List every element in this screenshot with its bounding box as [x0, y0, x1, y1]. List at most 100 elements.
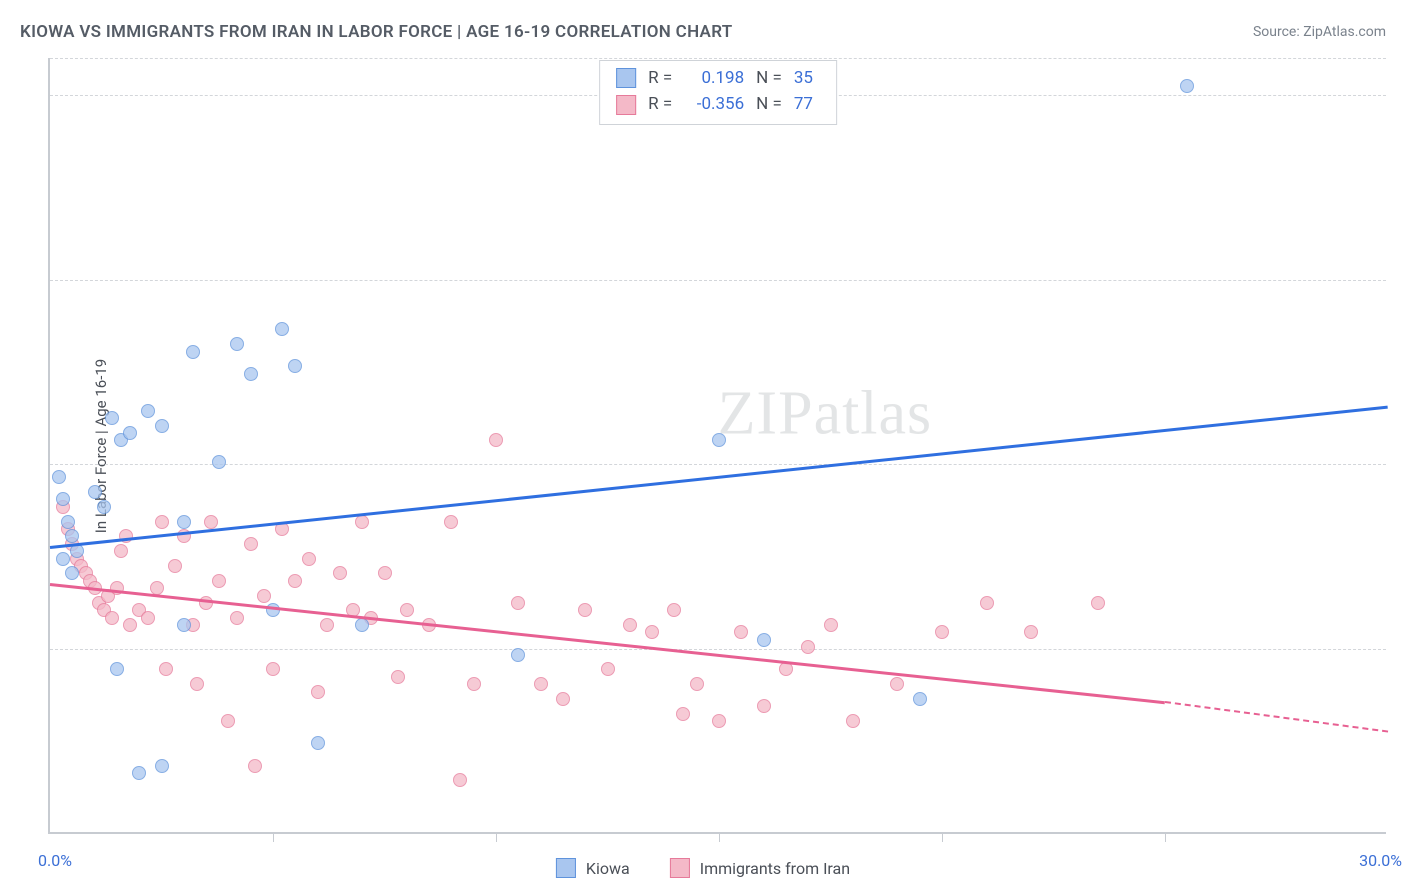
r-value: 0.198	[684, 65, 744, 91]
scatter-point-iran	[221, 714, 235, 728]
scatter-point-iran	[645, 625, 659, 639]
r-value: -0.356	[684, 91, 744, 117]
x-tick	[942, 832, 943, 842]
legend-item-kiowa: Kiowa	[556, 858, 630, 878]
scatter-point-iran	[266, 662, 280, 676]
scatter-point-kiowa	[275, 322, 289, 336]
r-label: R =	[648, 91, 672, 117]
scatter-point-iran	[980, 596, 994, 610]
scatter-point-kiowa	[132, 766, 146, 780]
scatter-point-kiowa	[1180, 79, 1194, 93]
gridline	[50, 649, 1386, 650]
scatter-point-iran	[114, 544, 128, 558]
scatter-point-kiowa	[65, 566, 79, 580]
source-attribution: Source: ZipAtlas.com	[1253, 24, 1386, 40]
scatter-point-iran	[400, 603, 414, 617]
n-value: 35	[794, 65, 820, 91]
scatter-point-iran	[378, 566, 392, 580]
scatter-point-iran	[123, 618, 137, 632]
scatter-point-kiowa	[244, 367, 258, 381]
n-label: N =	[756, 65, 782, 91]
scatter-point-iran	[444, 515, 458, 529]
scatter-point-kiowa	[212, 455, 226, 469]
scatter-point-kiowa	[186, 345, 200, 359]
scatter-point-iran	[391, 670, 405, 684]
scatter-point-kiowa	[141, 404, 155, 418]
scatter-point-iran	[257, 589, 271, 603]
y-tick-label: 75.0%	[1394, 270, 1406, 289]
scatter-point-iran	[288, 574, 302, 588]
legend-label-iran: Immigrants from Iran	[700, 859, 850, 878]
scatter-point-iran	[467, 677, 481, 691]
x-tick	[719, 832, 720, 842]
scatter-point-iran	[511, 596, 525, 610]
r-label: R =	[648, 65, 672, 91]
scatter-point-kiowa	[177, 515, 191, 529]
legend-label-kiowa: Kiowa	[586, 859, 630, 878]
scatter-point-iran	[159, 662, 173, 676]
scatter-point-kiowa	[511, 648, 525, 662]
title-bar: KIOWA VS IMMIGRANTS FROM IRAN IN LABOR F…	[20, 18, 1386, 46]
scatter-point-kiowa	[65, 529, 79, 543]
scatter-point-iran	[534, 677, 548, 691]
scatter-point-iran	[302, 552, 316, 566]
scatter-point-kiowa	[230, 337, 244, 351]
scatter-point-iran	[168, 559, 182, 573]
scatter-point-iran	[801, 640, 815, 654]
legend-swatch-iran	[670, 858, 690, 878]
scatter-point-kiowa	[177, 618, 191, 632]
scatter-point-iran	[578, 603, 592, 617]
scatter-point-iran	[734, 625, 748, 639]
x-tick	[273, 832, 274, 842]
scatter-point-kiowa	[56, 552, 70, 566]
scatter-point-iran	[601, 662, 615, 676]
legend-swatch-kiowa	[556, 858, 576, 878]
x-tick-label: 0.0%	[38, 851, 72, 870]
y-tick-label: 25.0%	[1394, 640, 1406, 659]
scatter-point-iran	[212, 574, 226, 588]
scatter-point-kiowa	[155, 419, 169, 433]
chart-title: KIOWA VS IMMIGRANTS FROM IRAN IN LABOR F…	[20, 22, 733, 42]
plot-area: ZIPatlas 25.0%50.0%75.0%100.0%0.0%30.0%R…	[48, 58, 1386, 834]
x-tick-label: 30.0%	[1359, 851, 1402, 870]
chart-container: KIOWA VS IMMIGRANTS FROM IRAN IN LABOR F…	[0, 0, 1406, 892]
scatter-point-kiowa	[88, 485, 102, 499]
scatter-point-iran	[105, 611, 119, 625]
y-tick-label: 50.0%	[1394, 455, 1406, 474]
scatter-point-kiowa	[52, 470, 66, 484]
x-tick	[1165, 832, 1166, 842]
trend-line	[50, 583, 1165, 704]
scatter-point-iran	[824, 618, 838, 632]
scatter-point-iran	[556, 692, 570, 706]
scatter-point-iran	[190, 677, 204, 691]
scatter-point-iran	[244, 537, 258, 551]
scatter-point-kiowa	[123, 426, 137, 440]
n-label: N =	[756, 91, 782, 117]
legend-item-iran: Immigrants from Iran	[670, 858, 850, 878]
scatter-point-iran	[676, 707, 690, 721]
scatter-point-iran	[623, 618, 637, 632]
scatter-point-kiowa	[757, 633, 771, 647]
legend-swatch-iran	[616, 95, 636, 115]
x-tick	[496, 832, 497, 842]
correlation-row-iran: R = -0.356 N = 77	[616, 91, 820, 117]
gridline	[50, 58, 1386, 59]
scatter-point-iran	[846, 714, 860, 728]
scatter-point-kiowa	[913, 692, 927, 706]
scatter-point-kiowa	[105, 411, 119, 425]
scatter-point-iran	[690, 677, 704, 691]
scatter-point-kiowa	[288, 359, 302, 373]
legend-swatch-kiowa	[616, 68, 636, 88]
scatter-point-kiowa	[61, 515, 75, 529]
scatter-point-iran	[757, 699, 771, 713]
scatter-point-kiowa	[311, 736, 325, 750]
scatter-point-iran	[453, 773, 467, 787]
n-value: 77	[794, 91, 820, 117]
scatter-point-kiowa	[155, 759, 169, 773]
scatter-point-iran	[489, 433, 503, 447]
watermark: ZIPatlas	[718, 379, 933, 450]
scatter-point-iran	[1024, 625, 1038, 639]
scatter-point-iran	[935, 625, 949, 639]
scatter-point-kiowa	[56, 492, 70, 506]
scatter-point-iran	[204, 515, 218, 529]
